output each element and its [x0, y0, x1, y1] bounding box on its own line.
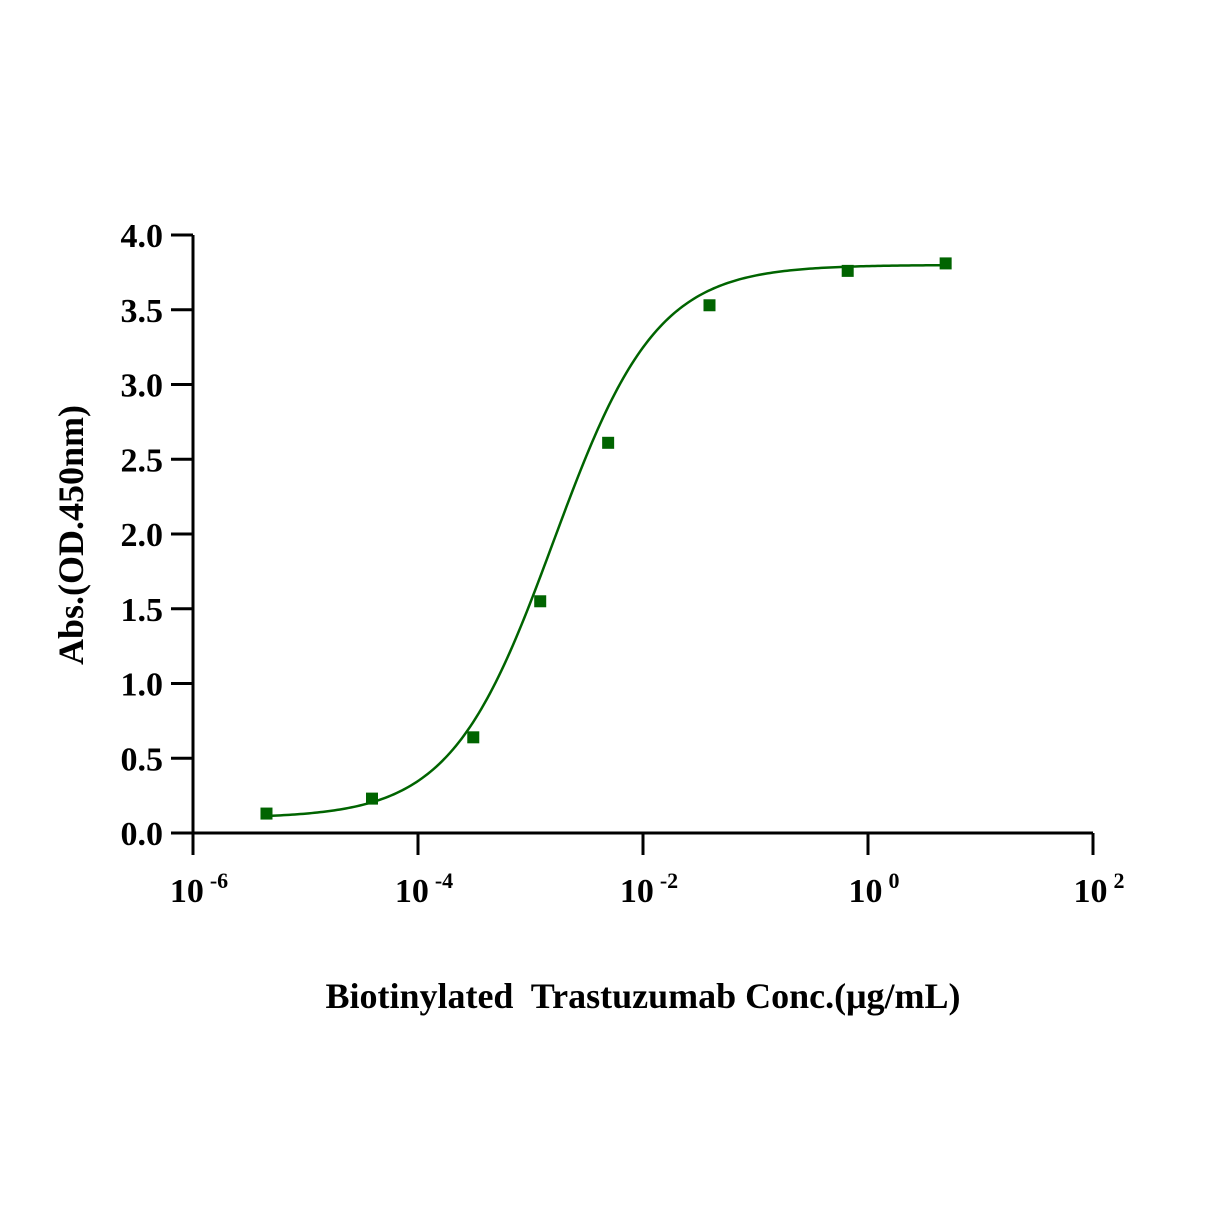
data-point	[939, 257, 952, 270]
data-point	[365, 792, 378, 805]
y-tick-label: 2.5	[121, 442, 164, 479]
y-tick-label: 1.5	[121, 592, 164, 629]
data-point	[467, 731, 480, 744]
fit-curve-group	[266, 263, 946, 818]
y-tick-label: 0.0	[121, 816, 164, 853]
x-tick-label: 10 2	[1074, 868, 1125, 910]
data-point	[703, 299, 716, 312]
y-tick-label: 3.0	[121, 368, 164, 405]
y-tick-label: 2.0	[121, 517, 164, 554]
data-point	[841, 264, 854, 277]
y-axis-title: Abs.(OD.450nm)	[51, 405, 91, 665]
y-tick-label: 4.0	[121, 218, 164, 255]
x-tick-label: 10 -6	[170, 868, 228, 910]
data-point	[602, 436, 615, 449]
data-point	[260, 807, 273, 820]
x-axis: 10 -6 10 -4 10 -2 10 0 10 2	[170, 831, 1125, 910]
data-points	[260, 257, 952, 820]
y-tick-label: 0.5	[121, 741, 164, 778]
y-tick-label: 1.0	[121, 667, 164, 704]
x-tick-label: 10 0	[849, 868, 900, 910]
data-point	[534, 595, 547, 608]
x-axis-title: Biotinylated Trastuzumab Conc.(μg/mL)	[325, 976, 960, 1016]
x-tick-label: 10 -4	[395, 868, 453, 910]
y-axis: 0.0 0.5 1.0 1.5 2.0 2.5 3.0 3.5 4.0	[121, 218, 195, 853]
fit-curve	[266, 263, 946, 818]
y-tick-label: 3.5	[121, 293, 164, 330]
x-tick-label: 10 -2	[620, 868, 678, 910]
